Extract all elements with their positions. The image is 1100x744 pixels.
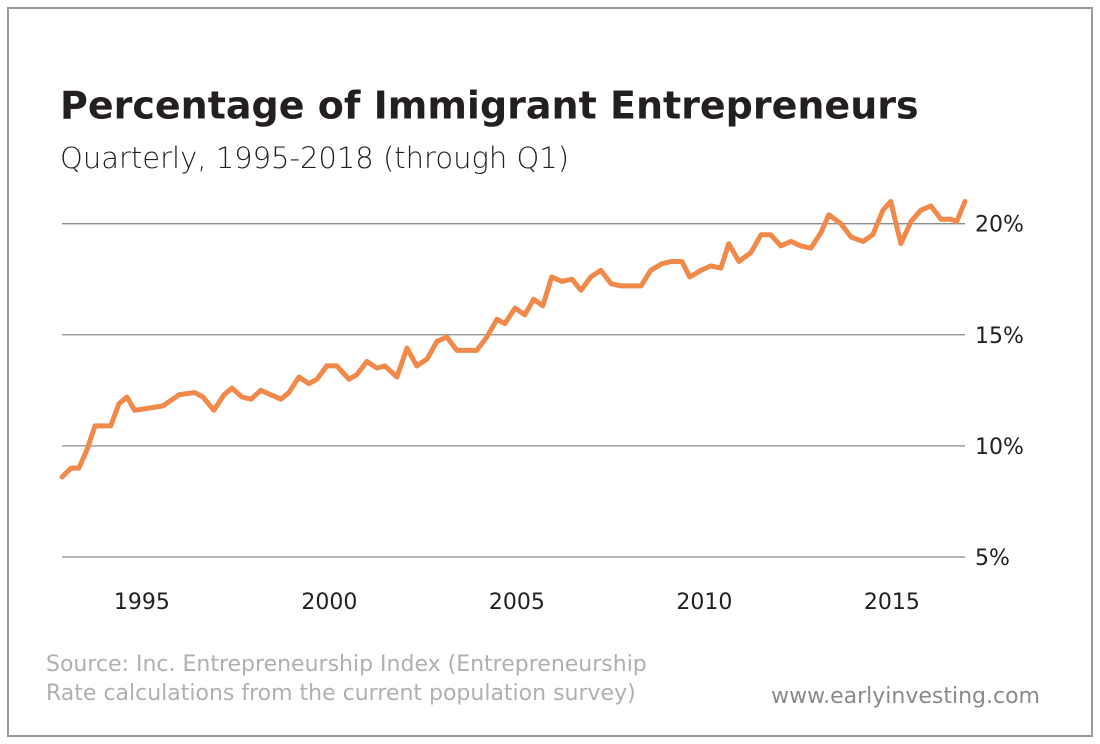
chart-subtitle: Quarterly, 1995-2018 (through Q1) bbox=[60, 141, 569, 175]
source: Rate calculations from the current popul… bbox=[46, 681, 636, 706]
y-tick-label: 10% bbox=[975, 435, 1024, 460]
source: Source: Inc. Entrepreneurship Index (Ent… bbox=[46, 652, 647, 677]
chart-title: Percentage of Immigrant Entrepreneurs bbox=[60, 84, 919, 128]
y-tick-label: 15% bbox=[975, 324, 1024, 349]
y-tick-label: 20% bbox=[975, 213, 1024, 238]
x-tick-label: 2000 bbox=[301, 590, 357, 615]
x-tick-label: 2005 bbox=[489, 590, 545, 615]
x-tick-label: 1995 bbox=[114, 590, 170, 615]
credit: www.earlyinvesting.com bbox=[771, 684, 1040, 709]
data-line bbox=[59, 198, 968, 480]
x-tick-label: 2015 bbox=[864, 590, 920, 615]
x-tick-label: 2010 bbox=[676, 590, 732, 615]
y-tick-label: 5% bbox=[975, 546, 1010, 571]
frame bbox=[7, 7, 1093, 737]
